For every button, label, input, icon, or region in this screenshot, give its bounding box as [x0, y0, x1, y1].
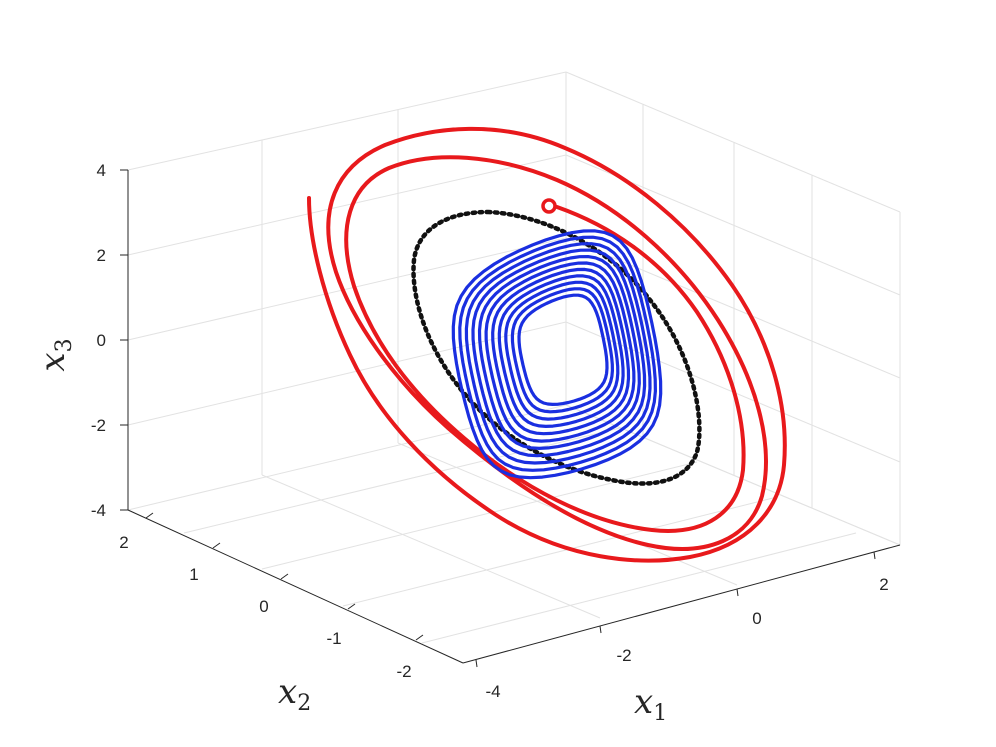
x3-tick-label: 2: [97, 246, 106, 265]
series-blue-loop: [471, 248, 647, 458]
x1-tick-labels: -4 -2 0 2: [485, 575, 888, 701]
x2-tick-label: 0: [259, 597, 268, 616]
x3-tick-label: -2: [91, 416, 106, 435]
x3-tick-label: 4: [97, 161, 106, 180]
x2-tick-labels: 2 1 0 -1 -2: [119, 533, 411, 681]
series-blue-loop: [484, 261, 636, 443]
series-blue-loop: [517, 293, 609, 406]
x1-axis-label: x1: [634, 682, 667, 726]
series-blue-spiral: [451, 229, 663, 480]
series-red-start-marker: [541, 198, 557, 214]
x1-axis-label-letter: x: [634, 682, 653, 722]
grid-back-walls: [127, 71, 901, 644]
x1-tick-label: -4: [485, 682, 500, 701]
x2-axis-label-letter: x: [278, 672, 297, 712]
x2-tick-label: 1: [189, 565, 198, 584]
x3-axis-label-letter: x: [33, 352, 73, 371]
series-layer: [307, 126, 787, 563]
axes: [120, 169, 901, 668]
series-blue-loop: [504, 280, 620, 421]
x3-axis-label: x3: [33, 338, 77, 371]
series-blue-loop: [510, 287, 614, 414]
x1-tick-label: 2: [879, 575, 888, 594]
series-blue-loop: [464, 242, 652, 465]
x2-tick-label: 2: [119, 533, 128, 552]
x1-tick-label: 0: [752, 609, 761, 628]
x3-tick-label: -4: [91, 501, 106, 520]
x3-tick-labels: 4 2 0 -2 -4: [91, 161, 106, 520]
x2-axis-label-subscript: 2: [297, 691, 311, 716]
x3-tick-label: 0: [97, 331, 106, 350]
x1-axis-label-subscript: 1: [653, 701, 667, 726]
series-blue-loop: [451, 229, 663, 480]
x3-axis-label-subscript: 3: [52, 338, 77, 352]
series-blue-loop: [491, 267, 631, 436]
series-blue-loop: [497, 274, 625, 428]
series-red-trajectory: [307, 126, 787, 563]
x2-tick-label: -2: [396, 662, 411, 681]
x2-tick-label: -1: [326, 629, 341, 648]
x1-tick-label: -2: [616, 646, 631, 665]
series-blue-loop: [458, 235, 657, 472]
series-blue-loop: [477, 255, 641, 450]
x2-axis-label: x2: [278, 672, 311, 716]
